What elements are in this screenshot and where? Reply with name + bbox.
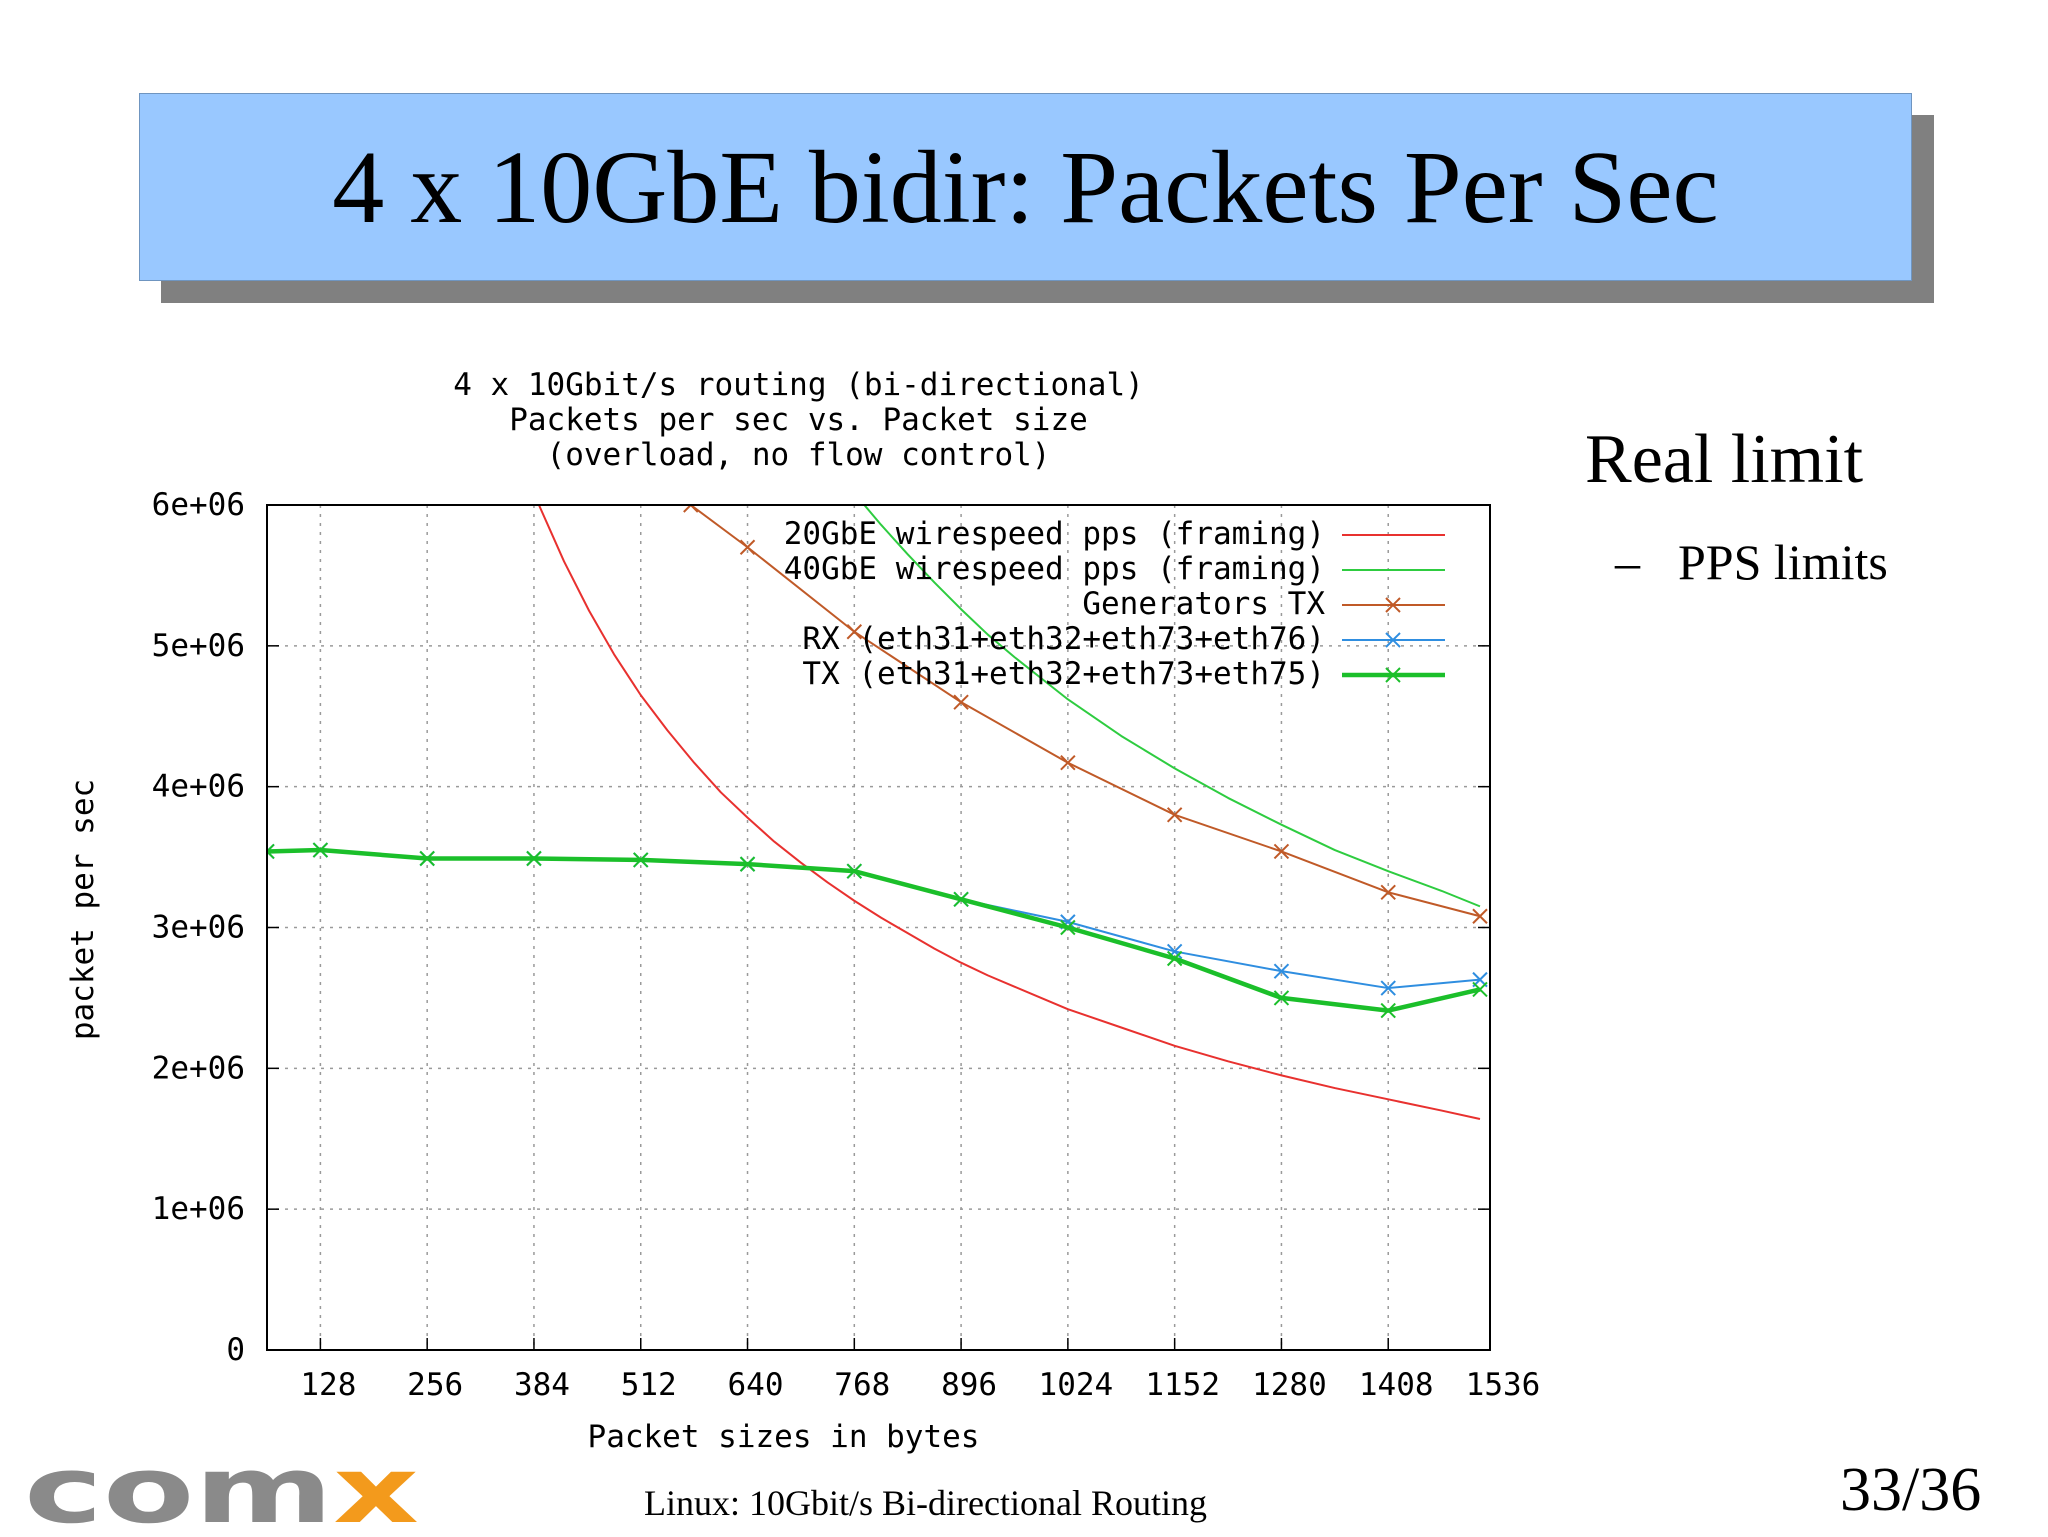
series-point-tx <box>267 843 275 860</box>
series-point-gen_tx <box>846 624 863 640</box>
pps-chart: 4 x 10Gbit/s routing (bi-directional) Pac… <box>40 345 1560 1465</box>
plot-frame <box>266 504 1491 1351</box>
series-point-gen_tx <box>1273 843 1290 860</box>
x-tick-label: 256 <box>407 1367 463 1403</box>
series-point-gen_tx <box>739 539 756 555</box>
chart-svg: 4 x 10Gbit/s routing (bi-directional)Pac… <box>65 367 1541 1455</box>
series-point-rx <box>1273 963 1290 979</box>
chart-title-line: Packets per sec vs. Packet size <box>509 402 1088 438</box>
x-tick-label: 896 <box>941 1367 997 1403</box>
x-tick-label: 128 <box>300 1367 356 1403</box>
y-axis-label: packet per sec <box>65 779 101 1040</box>
slide-title: 4 x 10GbE bidir: Packets Per Sec <box>332 129 1719 245</box>
side-bullet: – PPS limits <box>1615 533 1888 591</box>
legend-marker <box>1385 597 1401 613</box>
series-point-tx <box>739 856 756 872</box>
bullet-dash: – <box>1615 534 1640 590</box>
legend-label: 20GbE wirespeed pps (framing) <box>784 516 1325 552</box>
series-point-tx <box>419 850 435 867</box>
y-tick-label: 6e+06 <box>152 487 245 523</box>
x-tick-label: 1408 <box>1359 1367 1434 1403</box>
x-tick-label: 1536 <box>1466 1367 1541 1403</box>
series-point-tx <box>846 863 863 879</box>
legend-marker <box>1385 632 1401 648</box>
series-point-gen_tx <box>1380 884 1396 900</box>
x-axis-label: Packet sizes in bytes <box>588 1419 980 1455</box>
x-tick-label: 1152 <box>1145 1367 1220 1403</box>
x-tick-label: 512 <box>621 1367 677 1403</box>
comx-logo: com x <box>24 1437 424 1537</box>
y-tick-label: 2e+06 <box>152 1050 245 1086</box>
series-point-tx <box>1472 981 1488 998</box>
legend-marker <box>1385 667 1401 683</box>
x-tick-label: 384 <box>514 1367 570 1403</box>
y-tick-label: 1e+06 <box>152 1191 245 1227</box>
legend-label: 40GbE wirespeed pps (framing) <box>784 551 1325 587</box>
series-point-tx <box>633 852 649 868</box>
bullet-text: PPS limits <box>1678 534 1888 590</box>
logo-text: com x <box>24 1468 419 1532</box>
y-tick-label: 0 <box>226 1332 245 1368</box>
logo-text-gray: com <box>24 1468 333 1532</box>
series-point-tx <box>312 842 329 858</box>
logo-text-orange: x <box>333 1468 419 1532</box>
side-heading: Real limit <box>1585 421 1864 498</box>
legend-label: TX (eth31+eth32+eth73+eth75) <box>802 656 1325 692</box>
footer-text: Linux: 10Gbit/s Bi-directional Routing <box>644 1483 1207 1523</box>
series-line-rx <box>267 849 1481 990</box>
x-tick-label: 1024 <box>1039 1367 1114 1403</box>
series-group <box>267 505 1488 1121</box>
series-line-tx <box>267 847 1481 1013</box>
chart-container: 4 x 10Gbit/s routing (bi-directional) Pac… <box>40 345 1560 1465</box>
series-point-rx <box>1380 980 1396 996</box>
x-tick-label: 1280 <box>1252 1367 1327 1403</box>
series-point-tx <box>526 850 542 867</box>
series-point-gen_tx <box>1060 755 1076 771</box>
chart-title-line: 4 x 10Gbit/s routing (bi-directional) <box>453 367 1144 403</box>
y-tick-label: 4e+06 <box>152 769 245 805</box>
x-tick-label: 768 <box>834 1367 890 1403</box>
series-point-gen_tx <box>1472 908 1488 924</box>
series-point-tx <box>1166 950 1183 967</box>
title-box: 4 x 10GbE bidir: Packets Per Sec <box>139 93 1912 281</box>
y-tick-label: 5e+06 <box>152 628 245 664</box>
chart-title-line: (overload, no flow control) <box>547 437 1051 473</box>
page-number: 33/36 <box>1840 1456 1982 1524</box>
series-point-tx <box>1380 1002 1396 1019</box>
series-point-tx <box>1060 919 1076 936</box>
series-point-tx <box>953 891 969 908</box>
legend-label: Generators TX <box>1082 586 1325 622</box>
series-point-gen_tx <box>953 694 969 710</box>
y-tick-label: 3e+06 <box>152 910 245 946</box>
x-tick-label: 640 <box>728 1367 784 1403</box>
series-line-wire20 <box>538 505 1481 1121</box>
legend-label: RX (eth31+eth32+eth73+eth76) <box>802 621 1325 657</box>
logo-svg: com x <box>24 1437 419 1537</box>
series-line-wire40 <box>863 505 1481 908</box>
series-point-tx <box>1273 990 1290 1006</box>
series-point-gen_tx <box>683 505 699 513</box>
series-point-gen_tx <box>1166 807 1183 823</box>
